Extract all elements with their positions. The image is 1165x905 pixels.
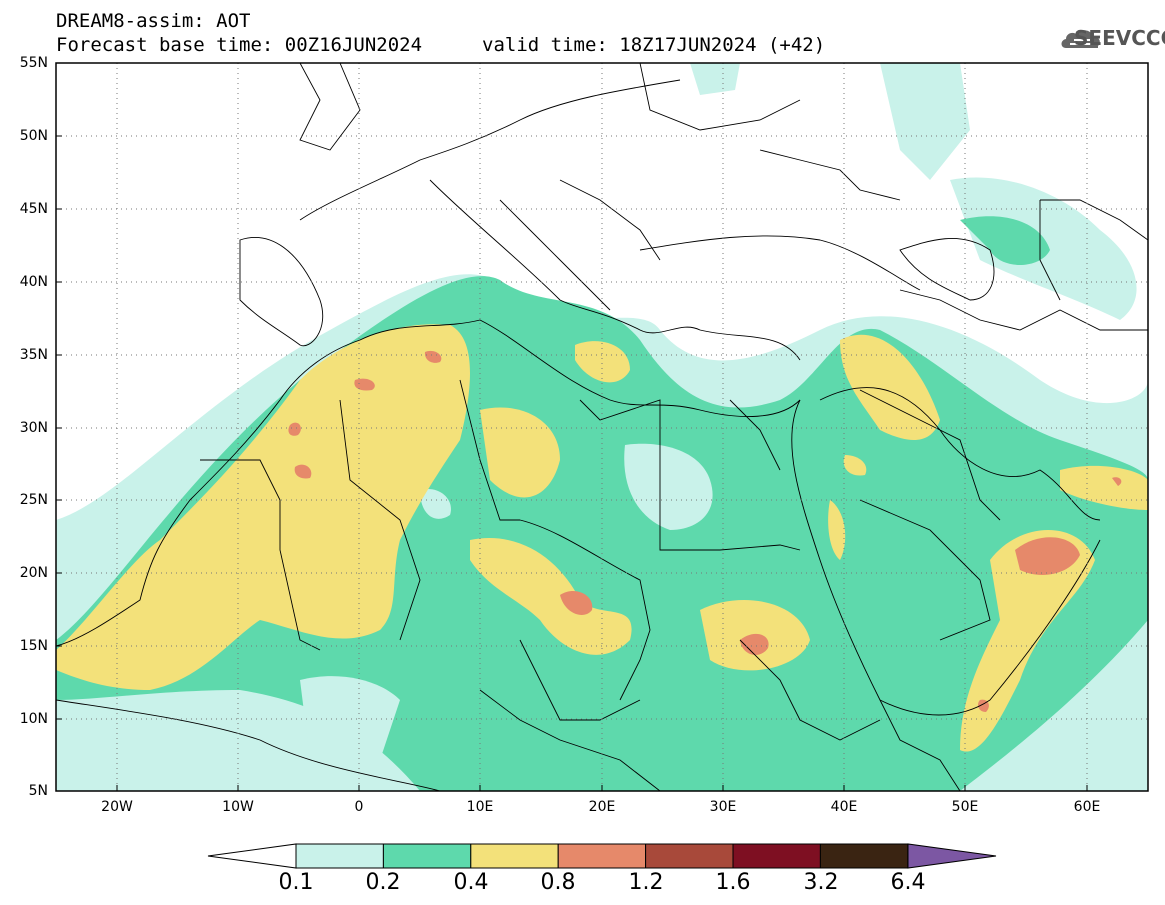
colorbar-label: 0.2 xyxy=(365,870,401,895)
colorbar-label: 0.4 xyxy=(453,870,489,895)
axis-ticks xyxy=(56,62,1088,791)
colorbar-label: 0.1 xyxy=(278,870,314,895)
cloud-logo-icon xyxy=(1061,30,1100,48)
lat-label: 25N xyxy=(19,492,48,508)
colorbar-label: 0.8 xyxy=(540,870,576,895)
valid-time: valid time: 18Z17JUN2024 (+42) xyxy=(482,34,826,56)
lon-label: 50E xyxy=(951,799,979,815)
forecast-base-time: Forecast base time: 00Z16JUN2024 xyxy=(56,34,423,56)
lon-label: 10W xyxy=(222,799,254,815)
graticule xyxy=(56,63,1148,791)
lon-label: 40E xyxy=(830,799,858,815)
lat-label: 55N xyxy=(19,55,48,71)
lon-label: 60E xyxy=(1073,799,1101,815)
coastlines xyxy=(56,63,1148,791)
map-title: DREAM8-assim: AOT xyxy=(56,10,251,32)
lon-label: 0 xyxy=(354,799,364,815)
lat-label: 10N xyxy=(19,711,48,727)
aot-field-0.8 xyxy=(288,350,1122,712)
lat-label: 45N xyxy=(19,201,48,217)
lat-label: 50N xyxy=(19,128,48,144)
lat-label: 20N xyxy=(19,565,48,581)
lon-label: 10E xyxy=(466,799,494,815)
lat-label: 15N xyxy=(19,638,48,654)
lat-label: 35N xyxy=(19,347,48,363)
aot-field-0.1-patches xyxy=(300,443,713,760)
lon-label: 20W xyxy=(101,799,133,815)
lon-label: 20E xyxy=(588,799,616,815)
lat-label: 5N xyxy=(28,783,48,799)
colorbar-label: 1.6 xyxy=(715,870,751,895)
lat-label: 30N xyxy=(19,420,48,436)
colorbar-label: 3.2 xyxy=(803,870,839,895)
lon-label: 30E xyxy=(709,799,737,815)
logo-text: SEEVCCC xyxy=(1074,26,1165,50)
colorbar-label: 6.4 xyxy=(890,870,926,895)
lat-label: 40N xyxy=(19,274,48,290)
colorbar-label: 1.2 xyxy=(628,870,664,895)
